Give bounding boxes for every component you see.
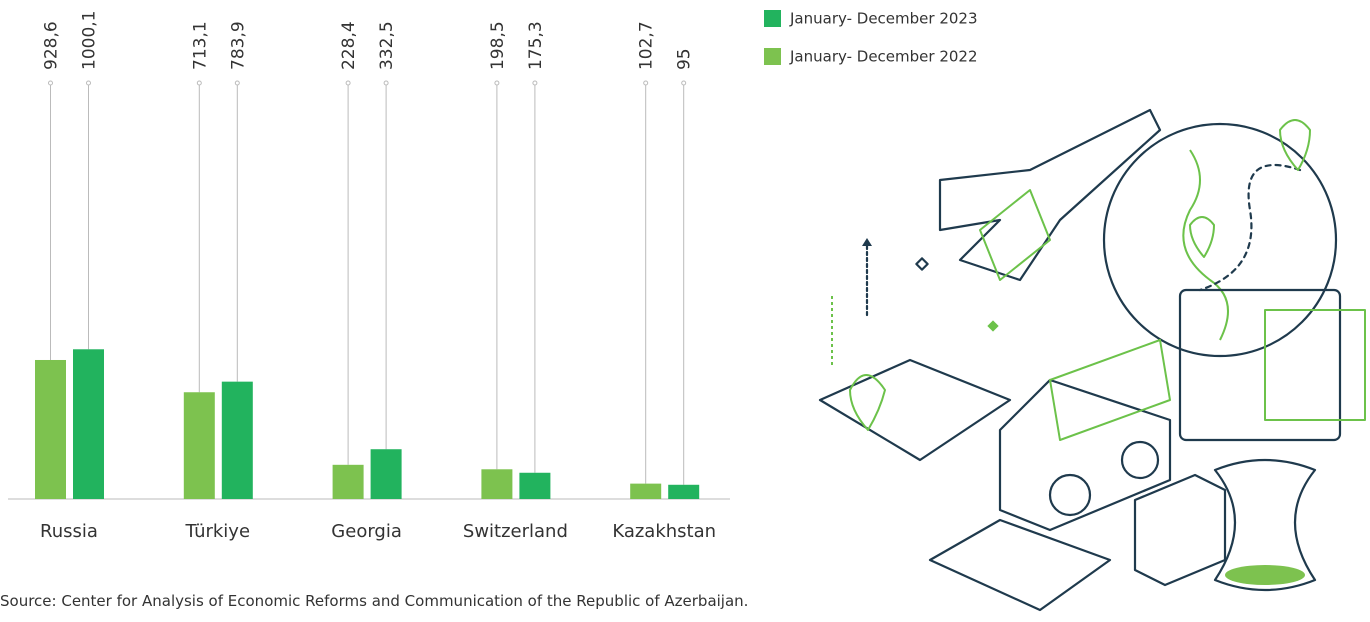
leader-dot — [383, 80, 389, 86]
bar — [221, 381, 253, 499]
leader-dot — [345, 80, 351, 86]
value-label: 175,3 — [526, 21, 546, 70]
leader-dot — [48, 80, 53, 86]
bar — [183, 392, 215, 499]
value-label: 928,6 — [42, 21, 62, 70]
x-tick-label: Türkiye — [185, 521, 251, 542]
x-tick-label: Georgia — [331, 521, 402, 542]
illustration — [818, 108, 1366, 612]
value-label: 1000,1 — [80, 11, 100, 70]
bar — [481, 469, 513, 499]
bar — [519, 472, 551, 499]
value-label: 198,5 — [488, 21, 508, 70]
value-label: 332,5 — [377, 21, 397, 70]
legend-label: January- December 2022 — [789, 48, 978, 66]
source-note: Source: Center for Analysis of Economic … — [0, 592, 748, 610]
x-tick-label: Switzerland — [463, 521, 568, 542]
leader-dot — [196, 80, 202, 86]
bar — [668, 484, 700, 499]
bar — [73, 349, 104, 499]
bar — [370, 449, 402, 499]
x-tick-label: Kazakhstan — [612, 521, 716, 542]
legend-swatch — [764, 10, 781, 27]
bar — [35, 359, 66, 499]
value-label: 95 — [675, 48, 695, 70]
x-tick-label: Russia — [40, 521, 98, 542]
value-label: 228,4 — [339, 21, 359, 70]
leader-dot — [494, 80, 500, 86]
leader-dot — [681, 80, 687, 86]
value-label: 783,9 — [228, 21, 248, 70]
bar — [630, 483, 662, 499]
value-label: 713,1 — [190, 21, 210, 70]
bar — [332, 464, 364, 499]
leader-dot — [234, 80, 240, 86]
leader-dot — [532, 80, 538, 86]
leader-dot — [643, 80, 649, 86]
leader-dot — [86, 80, 91, 86]
legend-label: January- December 2023 — [789, 10, 978, 28]
value-label: 102,7 — [637, 21, 657, 70]
legend-swatch — [764, 48, 781, 65]
